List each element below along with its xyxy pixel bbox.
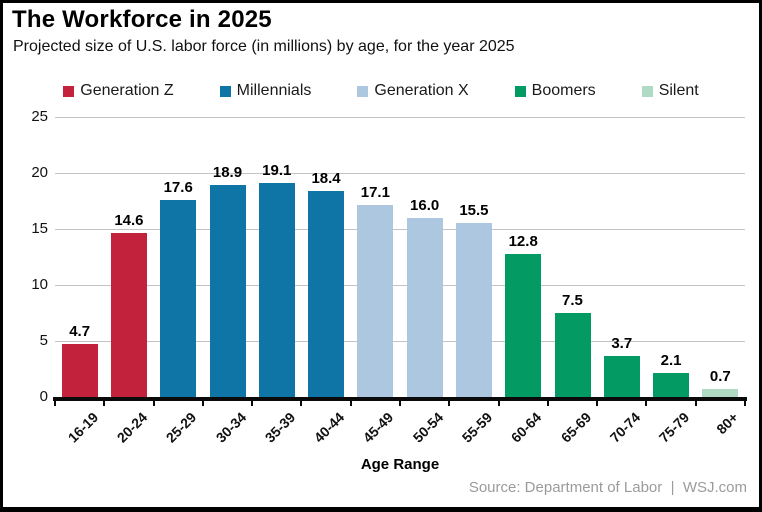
x-tick-label-25-29: 25-29 (162, 409, 200, 446)
bar-65-69 (554, 313, 591, 397)
x-tick-label-16-19: 16-19 (64, 409, 101, 446)
x-axis-tick (546, 401, 549, 406)
bar-value-label: 3.7 (611, 334, 633, 352)
x-tick-label-65-69: 65-69 (557, 409, 594, 446)
x-tick-label-80plus: 80+ (713, 409, 742, 438)
y-tick-label-25: 25 (31, 108, 48, 125)
gridline-20 (55, 172, 745, 174)
gridline-10 (55, 284, 745, 286)
legend-item-generation-z: Generation Z (63, 82, 174, 100)
legend-label: Generation Z (80, 82, 174, 99)
bar-value-label: 16.0 (410, 196, 440, 214)
bar-value-label: 7.5 (562, 292, 583, 309)
x-axis-tick (596, 401, 599, 406)
bar-30-34 (209, 185, 246, 397)
x-tick-label-60-64: 60-64 (507, 409, 545, 446)
x-axis-tick (152, 401, 155, 406)
y-tick-label-0: 0 (39, 388, 48, 405)
x-axis-tick (251, 401, 254, 406)
x-axis-tick (744, 401, 746, 406)
x-axis-tick (399, 401, 401, 406)
bar-80plus (702, 389, 739, 397)
x-axis-tick (201, 401, 204, 406)
legend-swatch-icon (641, 85, 653, 97)
x-axis-line (53, 397, 747, 401)
bar-value-label: 4.7 (69, 323, 91, 341)
bar-value-label: 17.1 (360, 184, 390, 202)
bar-55-59 (455, 223, 492, 397)
legend-item-boomers: Boomers (514, 82, 596, 100)
x-axis-tick (497, 401, 500, 406)
gridline-15 (55, 228, 745, 230)
chart-subtitle: Projected size of U.S. labor force (in m… (13, 38, 515, 55)
plot-area: 4.7 14.6 17.6 18.9 19.1 18.4 17.1 16.0 15.5 12.8 7… (53, 116, 747, 406)
bar-value-label: 17.6 (163, 178, 193, 196)
x-tick-label-40-44: 40-44 (310, 409, 348, 446)
bar-value-label: 0.7 (709, 368, 731, 386)
bar-20-24 (110, 233, 147, 397)
gridline-5 (55, 340, 745, 342)
legend-label: Boomers (531, 82, 596, 99)
x-tick-label-70-74: 70-74 (606, 409, 644, 446)
bar-70-74 (603, 355, 640, 397)
x-tick-label-20-24: 20-24 (113, 409, 151, 446)
bar-45-49 (357, 205, 394, 397)
x-axis-tick (54, 401, 56, 406)
y-tick-label-15: 15 (31, 220, 48, 237)
bar-50-54 (406, 217, 443, 397)
legend-label: Generation X (374, 82, 469, 99)
bar-35-39 (258, 183, 295, 397)
y-tick-label-5: 5 (39, 332, 48, 349)
chart-title: The Workforce in 2025 (12, 6, 272, 33)
bar-25-29 (160, 199, 197, 397)
x-axis-tick (694, 401, 697, 406)
legend-swatch-icon (514, 85, 526, 97)
x-axis-title: Age Range (360, 456, 440, 473)
bar-75-79 (653, 373, 690, 397)
bar-value-label: 12.8 (508, 232, 538, 250)
source-credit: Source: Department of Labor | WSJ.com (468, 479, 747, 496)
bar-16-19 (61, 344, 98, 397)
bar-value-label: 19.1 (262, 162, 292, 180)
bar-value-label: 2.1 (660, 352, 682, 370)
legend-label: Millennials (236, 82, 312, 99)
x-axis-tick (645, 401, 648, 406)
legend-swatch-icon (357, 85, 369, 97)
x-axis-tick (349, 401, 352, 406)
x-axis-tick (448, 401, 451, 406)
legend-swatch-icon (63, 85, 75, 97)
y-tick-label-20: 20 (31, 164, 48, 181)
bar-value-label: 14.6 (114, 212, 144, 230)
x-tick-label-55-59: 55-59 (458, 409, 496, 446)
legend-item-millennials: Millennials (219, 82, 312, 100)
x-axis-tick (300, 401, 303, 406)
legend-label: Silent (658, 82, 699, 99)
bar-value-label: 18.4 (311, 169, 341, 187)
x-tick-label-50-54: 50-54 (409, 409, 446, 446)
gridline-25 (55, 116, 745, 118)
legend-item-silent: Silent (641, 82, 699, 100)
x-axis-tick (103, 401, 106, 406)
bar-value-label: 18.9 (212, 164, 243, 182)
x-tick-label-30-34: 30-34 (212, 409, 249, 446)
legend-item-generation-x: Generation X (357, 82, 469, 100)
x-tick-label-75-79: 75-79 (655, 409, 693, 446)
y-tick-label-10: 10 (31, 276, 48, 293)
bar-60-64 (505, 253, 542, 397)
legend-swatch-icon (219, 85, 231, 97)
bar-value-label: 15.5 (459, 202, 489, 220)
x-tick-label-35-39: 35-39 (261, 409, 299, 446)
x-tick-label-45-49: 45-49 (360, 409, 397, 446)
bar-40-44 (308, 190, 345, 397)
chart-legend: Generation Z Millennials Generation X Boome… (0, 82, 762, 100)
